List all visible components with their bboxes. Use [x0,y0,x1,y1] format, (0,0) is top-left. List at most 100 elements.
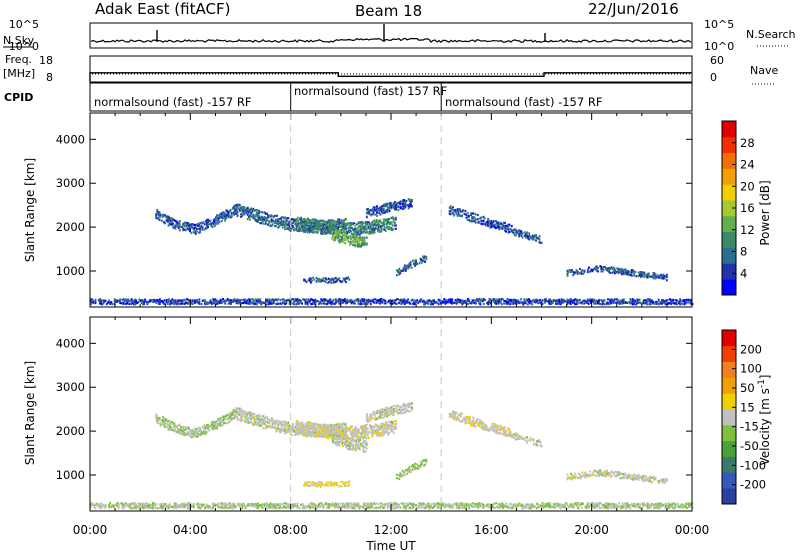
echo-cell [352,435,354,439]
echo-cell [637,298,640,302]
echo-cell [353,439,356,442]
echo-cell [278,420,281,423]
echo-cell [408,203,411,206]
echo-cell [294,220,297,223]
echo-cell [245,418,248,421]
colorbar-cell [722,121,736,138]
echo-cell [110,301,113,304]
y-tick-label: 4000 [56,132,85,146]
echo-cell [119,300,122,303]
echo-cell [334,239,337,242]
echo-cell [219,301,222,304]
echo-cell [322,426,325,429]
echo-cell [343,431,345,434]
echo-cell [271,505,274,508]
echo-cell [233,205,235,208]
echo-cell [538,299,540,302]
echo-cell [376,299,379,302]
echo-cell [335,436,338,439]
echo-cell [182,299,185,302]
echo-cell [229,419,232,422]
echo-cell [353,229,356,232]
echo-cell [349,425,352,428]
echo-cell [653,276,656,279]
echo-cell [331,238,334,241]
echo-cell [227,417,230,420]
echo-cell [409,261,412,264]
echo-cell [382,298,385,301]
echo-cell [262,415,265,418]
echo-cell [253,415,256,418]
echo-cell [295,225,298,228]
echo-cell [467,416,470,419]
echo-cell [382,424,385,427]
echo-cell [341,237,343,240]
echo-cell [638,301,641,304]
echo-cell [316,424,319,428]
echo-cell [320,278,322,281]
echo-cell [350,302,353,305]
echo-cell [521,437,524,440]
echo-cell [465,213,468,216]
echo-cell [149,506,152,509]
echo-cell [387,207,390,210]
echo-cell [165,300,168,303]
echo-cell [206,301,209,304]
echo-cell [315,280,318,283]
echo-cell [662,299,665,302]
echo-cell [497,221,500,224]
echo-cell [342,444,344,447]
echo-cell [611,299,614,302]
echo-cell [291,422,294,426]
echo-cell [224,416,226,419]
echo-cell [262,222,265,225]
echo-cell [405,199,408,203]
echo-cell [605,471,607,474]
echo-cell [529,439,532,442]
echo-cell [461,303,464,306]
echo-cell [517,434,519,437]
echo-cell [335,441,338,444]
echo-cell [269,425,272,428]
echo-cell [600,299,603,302]
echo-cell [577,472,580,475]
echo-cell [290,227,293,230]
echo-cell [406,204,409,207]
echo-cell [216,423,219,426]
echo-cell [641,477,643,480]
echo-cell [242,502,245,505]
echo-cell [252,421,255,424]
echo-cell [314,422,317,425]
echo-cell [244,298,247,301]
echo-cell [365,301,368,304]
echo-cell [461,210,463,213]
echo-cell [408,301,411,304]
echo-cell [580,272,582,275]
echo-cell [417,301,420,305]
echo-cell [163,221,165,224]
echo-cell [320,425,323,429]
echo-cell [476,218,479,221]
echo-cell [304,299,307,302]
echo-cell [306,303,309,306]
echo-cell [387,433,389,436]
echo-cell [255,423,258,427]
echo-cell [384,424,387,427]
echo-cell [189,502,192,505]
echo-cell [269,302,272,305]
echo-cell [243,206,246,209]
echo-cell [664,303,667,306]
echo-cell [249,300,252,303]
echo-cell [394,204,396,207]
echo-cell [478,421,480,425]
echo-cell [351,232,353,235]
echo-cell [355,223,358,226]
echo-cell [228,298,231,302]
echo-cell [342,427,344,430]
echo-cell [278,222,281,225]
echo-cell [314,433,317,436]
echo-cell [374,416,377,420]
echo-cell [400,298,403,301]
echo-cell [259,301,262,304]
echo-cell [121,298,124,301]
